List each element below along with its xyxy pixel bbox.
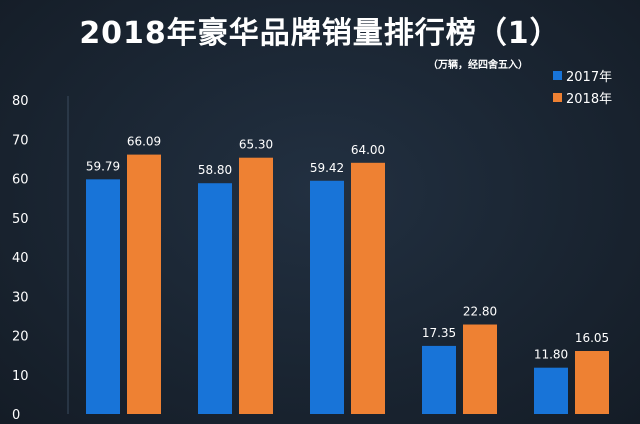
data-label: 64.00 xyxy=(351,143,385,157)
y-tick-label: 70 xyxy=(12,133,29,148)
y-tick-label: 20 xyxy=(12,330,29,345)
bar-2018-1 xyxy=(127,154,161,415)
legend-label-2018: 2018年 xyxy=(566,91,613,107)
data-label: 59.42 xyxy=(310,161,344,175)
data-label: 11.80 xyxy=(534,348,568,362)
y-tick-label: 50 xyxy=(12,212,29,227)
bar-2018-4 xyxy=(463,324,497,414)
y-tick-label: 10 xyxy=(12,369,29,384)
y-tick-label: 30 xyxy=(12,290,29,305)
bar-2018-5 xyxy=(575,351,609,414)
chart-title: 2018年豪华品牌销量排行榜（1） xyxy=(79,16,561,51)
data-label: 17.35 xyxy=(422,326,456,340)
bar-2017-3 xyxy=(310,180,344,414)
data-label: 58.80 xyxy=(198,163,232,177)
data-label: 16.05 xyxy=(575,331,609,345)
y-tick-label: 0 xyxy=(12,408,20,423)
bar-2017-2 xyxy=(198,183,232,414)
data-label: 65.30 xyxy=(239,138,273,152)
legend-label-2017: 2017年 xyxy=(566,69,613,85)
bar-2018-2 xyxy=(239,157,273,414)
bar-2017-1 xyxy=(86,179,120,414)
legend-swatch-2017 xyxy=(553,70,562,80)
bar-2017-4 xyxy=(422,345,456,414)
legend-swatch-2018 xyxy=(553,92,562,102)
data-label: 59.79 xyxy=(86,159,120,173)
legend-item-2017: 2017年 xyxy=(553,64,612,86)
data-label: 22.80 xyxy=(463,305,497,319)
data-label: 66.09 xyxy=(127,135,161,149)
bar-2017-5 xyxy=(534,367,568,414)
y-tick-label: 40 xyxy=(12,251,29,266)
chart-subtitle: （万辆，经四舍五入） xyxy=(428,60,528,71)
y-tick-label: 60 xyxy=(12,173,29,188)
bar-2018-3 xyxy=(351,162,385,414)
legend: 2017年 2018年 xyxy=(553,64,612,108)
legend-item-2018: 2018年 xyxy=(553,86,612,108)
y-tick-label: 80 xyxy=(12,94,29,109)
